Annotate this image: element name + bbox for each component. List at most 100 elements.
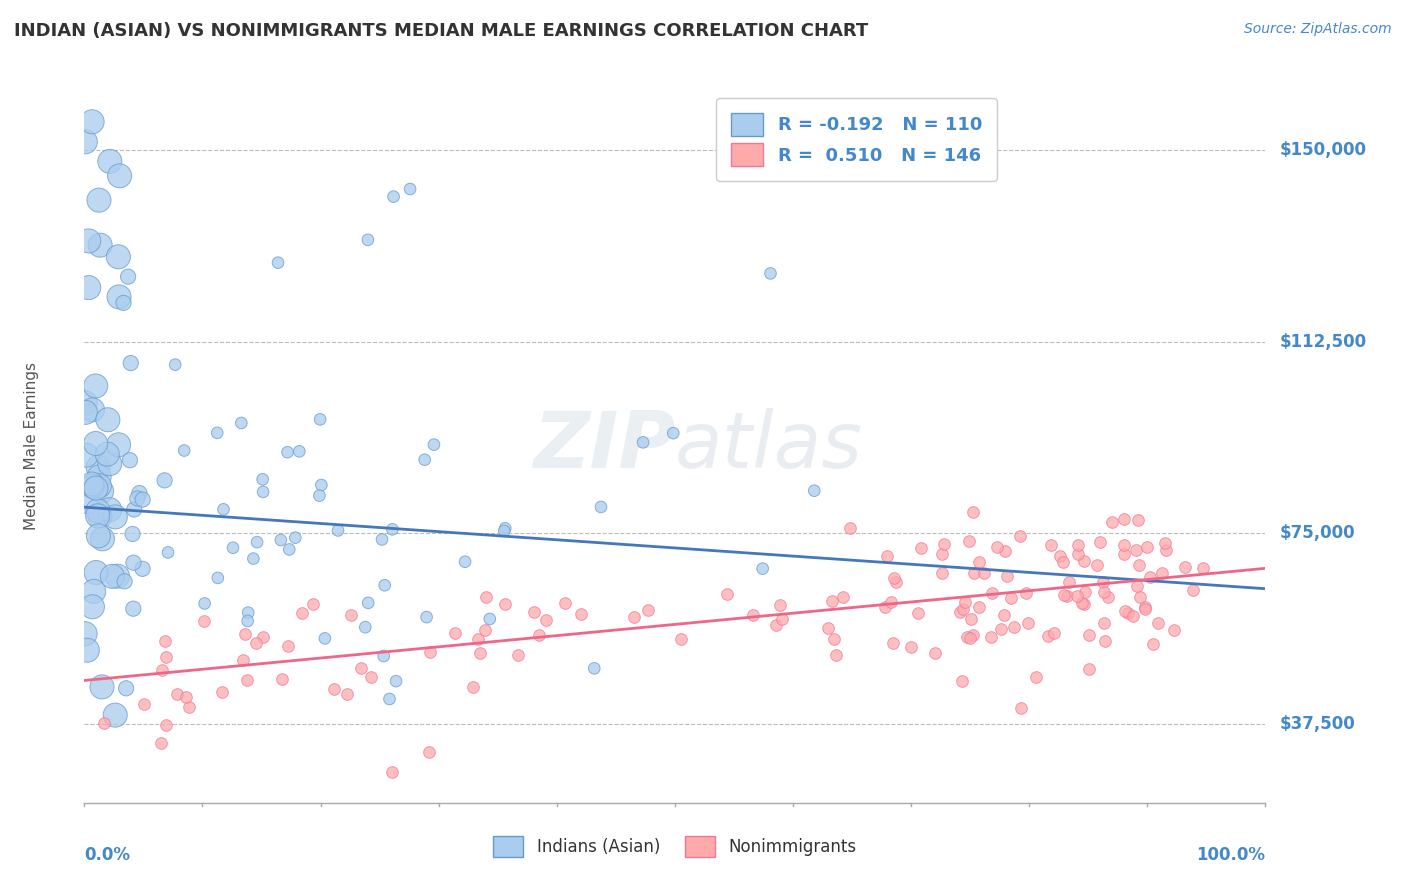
Point — [1192, 561, 1215, 575]
Text: 0.0%: 0.0% — [84, 846, 131, 863]
Point — [302, 597, 325, 611]
Point — [1017, 616, 1039, 631]
Point — [1114, 548, 1136, 562]
Point — [236, 614, 259, 628]
Point — [986, 541, 1008, 555]
Text: Median Male Earnings: Median Male Earnings — [24, 362, 39, 530]
Point — [278, 542, 301, 557]
Point — [194, 597, 217, 611]
Point — [385, 674, 408, 689]
Point — [174, 690, 197, 704]
Point — [108, 169, 131, 183]
Point — [381, 522, 404, 536]
Point — [478, 612, 501, 626]
Point — [165, 358, 187, 372]
Point — [1092, 585, 1115, 599]
Text: 100.0%: 100.0% — [1197, 846, 1265, 863]
Point — [1036, 629, 1059, 643]
Point — [759, 267, 782, 281]
Point — [357, 596, 380, 610]
Point — [770, 612, 793, 626]
Point — [336, 687, 359, 701]
Point — [77, 234, 100, 248]
Point — [157, 545, 180, 559]
Point — [371, 533, 394, 547]
Point — [423, 437, 446, 451]
Point — [662, 426, 685, 441]
Point — [83, 584, 105, 599]
Point — [84, 481, 107, 495]
Point — [1043, 625, 1066, 640]
Point — [1112, 512, 1135, 526]
Point — [84, 436, 107, 450]
Point — [87, 529, 110, 543]
Point — [75, 626, 97, 640]
Point — [769, 599, 792, 613]
Point — [153, 474, 176, 488]
Point — [1174, 560, 1197, 574]
Point — [1000, 591, 1022, 605]
Point — [963, 566, 986, 581]
Legend: Indians (Asian), Nonimmigrants: Indians (Asian), Nonimmigrants — [485, 828, 865, 866]
Point — [960, 612, 983, 626]
Point — [751, 561, 773, 575]
Point — [803, 483, 825, 498]
Point — [1077, 628, 1099, 642]
Point — [765, 618, 787, 632]
Point — [326, 524, 349, 538]
Point — [91, 532, 114, 546]
Text: $75,000: $75,000 — [1279, 524, 1355, 541]
Point — [374, 578, 396, 592]
Point — [924, 646, 946, 660]
Point — [131, 562, 153, 576]
Point — [205, 425, 228, 440]
Point — [107, 569, 129, 583]
Point — [193, 614, 215, 628]
Point — [949, 606, 972, 620]
Point — [990, 622, 1012, 636]
Point — [75, 405, 97, 419]
Point — [155, 634, 177, 648]
Point — [1056, 589, 1078, 603]
Point — [291, 607, 314, 621]
Point — [980, 630, 1002, 644]
Point — [1067, 538, 1090, 552]
Point — [1025, 670, 1047, 684]
Point — [880, 595, 903, 609]
Point — [995, 569, 1018, 583]
Point — [589, 500, 612, 514]
Point — [1136, 540, 1159, 554]
Point — [631, 435, 654, 450]
Point — [413, 452, 436, 467]
Point — [166, 687, 188, 701]
Point — [907, 606, 929, 620]
Point — [583, 661, 606, 675]
Point — [96, 447, 118, 461]
Point — [823, 632, 845, 647]
Point — [1133, 602, 1156, 616]
Point — [212, 502, 235, 516]
Text: INDIAN (ASIAN) VS NONIMMIGRANTS MEDIAN MALE EARNINGS CORRELATION CHART: INDIAN (ASIAN) VS NONIMMIGRANTS MEDIAN M… — [14, 22, 869, 40]
Point — [475, 591, 498, 605]
Point — [323, 682, 346, 697]
Point — [1146, 616, 1168, 631]
Point — [101, 569, 124, 583]
Point — [934, 537, 956, 551]
Point — [309, 412, 332, 426]
Point — [993, 607, 1015, 622]
Point — [311, 478, 333, 492]
Point — [623, 609, 645, 624]
Point — [245, 636, 267, 650]
Point — [463, 680, 485, 694]
Point — [1015, 586, 1038, 600]
Point — [962, 505, 984, 519]
Point — [177, 700, 200, 714]
Point — [97, 413, 120, 427]
Point — [467, 632, 489, 646]
Point — [415, 610, 437, 624]
Text: $37,500: $37,500 — [1279, 714, 1355, 733]
Point — [252, 630, 274, 644]
Point — [1133, 600, 1156, 615]
Point — [91, 680, 114, 694]
Point — [120, 356, 142, 370]
